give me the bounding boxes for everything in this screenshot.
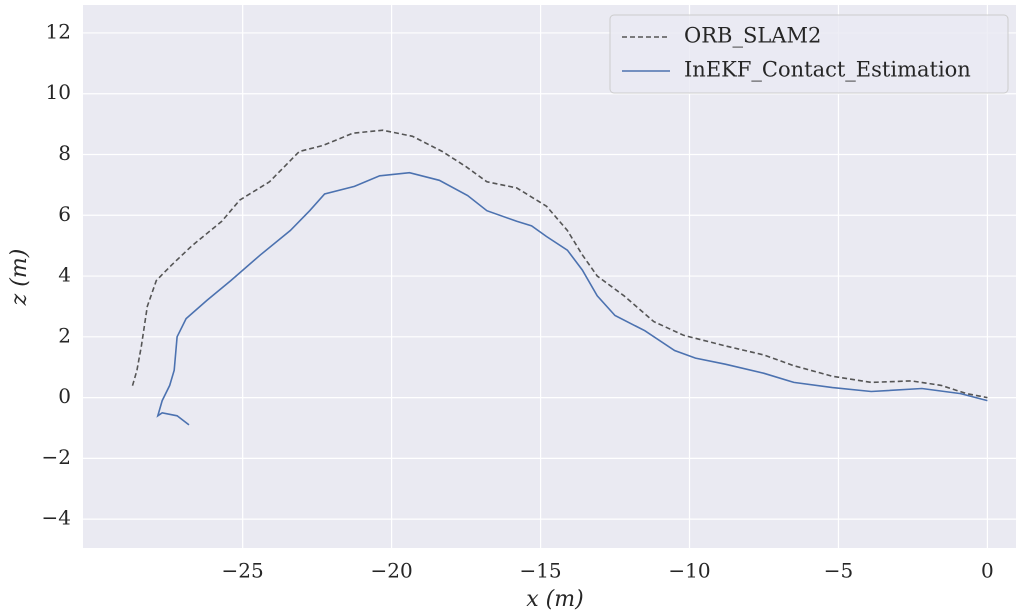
y-tick-label: −2: [42, 445, 71, 469]
series-line: [156, 171, 988, 426]
y-tick-label: 6: [58, 202, 71, 226]
series-line: [131, 129, 988, 399]
x-tick-label: −25: [222, 559, 264, 583]
y-tick-label: 8: [58, 141, 71, 165]
x-tick-label: 0: [981, 559, 994, 583]
x-tick-label: −15: [519, 559, 561, 583]
y-tick-label: 4: [58, 263, 71, 287]
x-axis-label: x (m): [526, 587, 583, 612]
x-tick-label: −10: [668, 559, 710, 583]
y-tick-label: −4: [42, 506, 71, 530]
y-axis-label: z (m): [7, 249, 32, 307]
x-tick-label: −20: [371, 559, 413, 583]
y-tick-label: 12: [46, 19, 71, 43]
y-tick-label: 10: [46, 80, 71, 104]
y-tick-label: 2: [58, 323, 71, 347]
legend-box: [609, 14, 1009, 94]
y-tick-label: 0: [58, 384, 71, 408]
legend-label: InEKF_Contact_Estimation: [684, 58, 971, 82]
x-tick-label: −5: [824, 559, 853, 583]
legend-label: ORB_SLAM2: [684, 24, 821, 48]
